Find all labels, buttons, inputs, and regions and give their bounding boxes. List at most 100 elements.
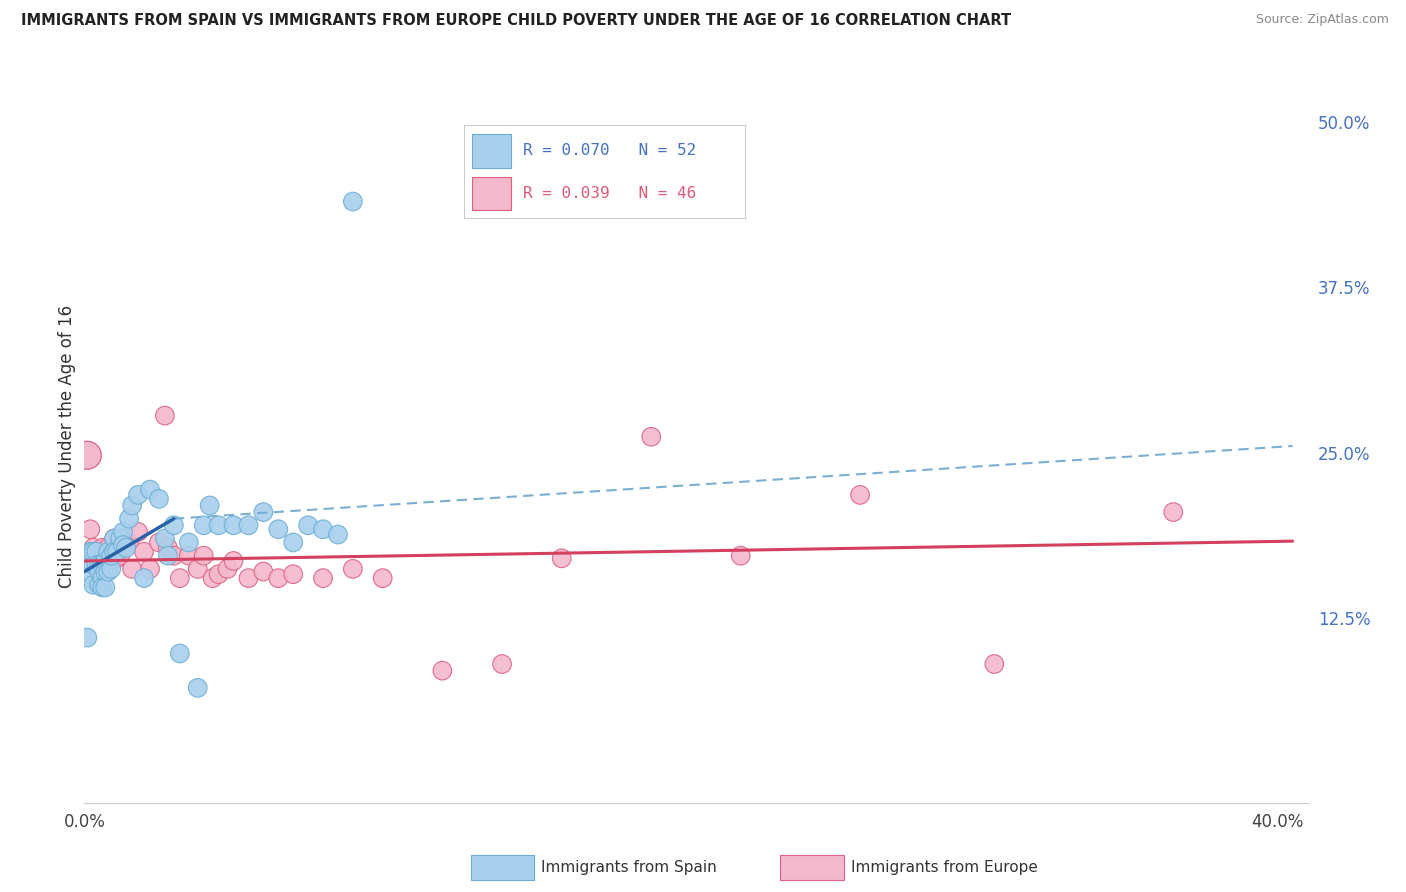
Point <box>112 524 135 539</box>
Point <box>169 571 191 585</box>
Text: R = 0.039   N = 46: R = 0.039 N = 46 <box>523 186 696 201</box>
Text: Immigrants from Spain: Immigrants from Spain <box>541 861 717 875</box>
Point <box>187 681 209 695</box>
Y-axis label: Child Poverty Under the Age of 16: Child Poverty Under the Age of 16 <box>58 304 76 588</box>
Point <box>156 549 179 563</box>
Point <box>97 565 120 579</box>
Text: Source: ZipAtlas.com: Source: ZipAtlas.com <box>1256 13 1389 27</box>
Point <box>187 562 209 576</box>
Point <box>112 538 135 552</box>
Point <box>89 558 111 572</box>
Point <box>132 545 155 559</box>
Point <box>491 657 513 671</box>
Point <box>100 562 122 576</box>
Point <box>252 565 274 579</box>
FancyBboxPatch shape <box>472 177 512 211</box>
Text: R = 0.070   N = 52: R = 0.070 N = 52 <box>523 144 696 159</box>
Point <box>121 562 143 576</box>
Point <box>82 545 104 559</box>
Point <box>139 483 162 497</box>
Point <box>267 571 290 585</box>
Point <box>112 532 135 546</box>
Point <box>97 545 120 559</box>
Point <box>103 532 125 546</box>
Point <box>94 581 117 595</box>
Point <box>371 571 394 585</box>
Point <box>342 562 364 576</box>
Point <box>89 578 111 592</box>
Point <box>89 565 111 579</box>
Point <box>91 581 114 595</box>
Point <box>201 571 224 585</box>
Point <box>100 551 122 566</box>
Point <box>91 571 114 585</box>
Point <box>115 541 138 555</box>
Point <box>983 657 1005 671</box>
Point <box>79 522 101 536</box>
Point <box>127 524 149 539</box>
Point <box>267 522 290 536</box>
Point <box>82 578 104 592</box>
Point <box>730 549 752 563</box>
Point <box>148 535 170 549</box>
Point <box>84 545 107 559</box>
Point <box>118 511 141 525</box>
Point <box>238 571 260 585</box>
Point <box>127 488 149 502</box>
Text: Immigrants from Europe: Immigrants from Europe <box>851 861 1038 875</box>
Point <box>76 448 98 462</box>
Point <box>283 535 305 549</box>
Point <box>177 549 200 563</box>
Point <box>132 571 155 585</box>
Point <box>84 558 107 572</box>
Point <box>283 567 305 582</box>
Point <box>238 518 260 533</box>
Point <box>94 545 117 559</box>
Point <box>76 448 98 462</box>
Point <box>121 499 143 513</box>
Point <box>252 505 274 519</box>
Point <box>222 554 245 568</box>
Point <box>79 545 101 559</box>
Point <box>551 551 574 566</box>
Point <box>222 518 245 533</box>
Point <box>108 549 131 563</box>
Point <box>108 532 131 546</box>
Point <box>169 647 191 661</box>
Point <box>139 562 162 576</box>
Point <box>84 558 107 572</box>
Point <box>89 549 111 563</box>
Point <box>100 549 122 563</box>
Point <box>177 535 200 549</box>
Point <box>153 409 176 423</box>
Point <box>1163 505 1185 519</box>
Point <box>79 571 101 585</box>
Point <box>849 488 872 502</box>
Point <box>148 491 170 506</box>
Point <box>153 532 176 546</box>
Point <box>94 554 117 568</box>
Point <box>103 532 125 546</box>
Point <box>640 430 662 444</box>
Point <box>193 549 215 563</box>
Point <box>105 545 128 559</box>
Point <box>312 571 335 585</box>
Point <box>76 631 98 645</box>
Point <box>297 518 319 533</box>
Text: IMMIGRANTS FROM SPAIN VS IMMIGRANTS FROM EUROPE CHILD POVERTY UNDER THE AGE OF 1: IMMIGRANTS FROM SPAIN VS IMMIGRANTS FROM… <box>21 13 1011 29</box>
Point <box>207 567 229 582</box>
Point <box>118 535 141 549</box>
Point <box>432 664 454 678</box>
Point <box>103 545 125 559</box>
Point <box>342 194 364 209</box>
Point <box>163 549 186 563</box>
Point <box>82 558 104 572</box>
Point <box>94 565 117 579</box>
Point <box>312 522 335 536</box>
Point <box>217 562 239 576</box>
Point <box>207 518 229 533</box>
Point <box>97 541 120 555</box>
Point <box>91 558 114 572</box>
Point <box>193 518 215 533</box>
Point <box>91 541 114 555</box>
